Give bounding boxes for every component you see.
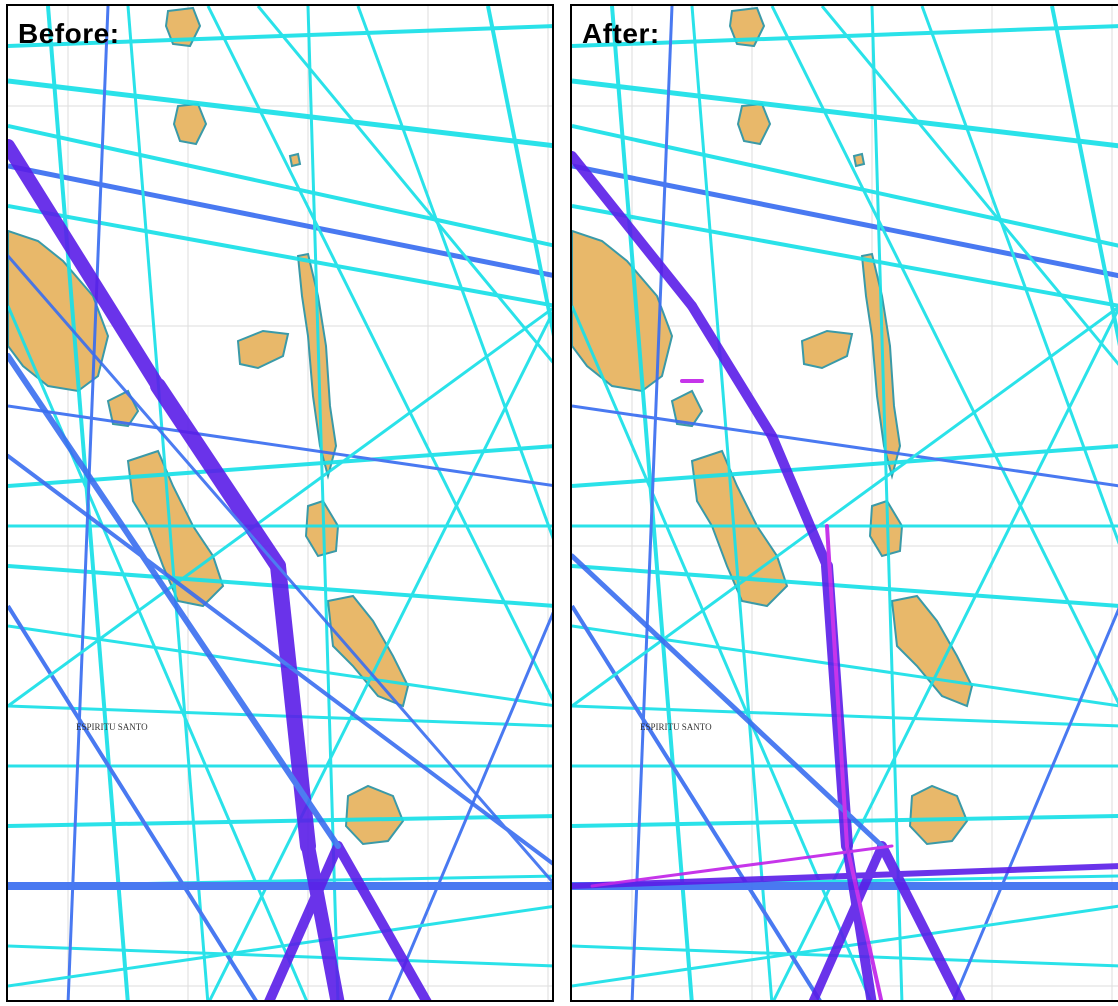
island-north-3 bbox=[852, 152, 866, 168]
main-corridor bbox=[8, 139, 552, 1000]
water-area bbox=[8, 6, 552, 1000]
main-corridor bbox=[572, 151, 1118, 1000]
ship-track bbox=[572, 904, 1118, 988]
islands bbox=[8, 6, 410, 846]
ship-track bbox=[572, 404, 1118, 488]
ship-track bbox=[8, 704, 552, 728]
corridor-track bbox=[590, 844, 894, 888]
corridor-track bbox=[8, 254, 552, 884]
ship-track bbox=[572, 704, 1118, 728]
ship-track bbox=[8, 307, 552, 708]
before-map-canvas bbox=[8, 6, 552, 1000]
island-north-1 bbox=[164, 6, 202, 48]
place-label-after: ESPIRITU SANTO bbox=[640, 722, 712, 732]
ship-tracks bbox=[572, 6, 1118, 1000]
ship-track bbox=[690, 6, 774, 1000]
corridor-track bbox=[150, 378, 286, 574]
corridor-track bbox=[767, 431, 832, 571]
corridor-track bbox=[572, 553, 885, 849]
corridor-track bbox=[301, 839, 345, 1000]
ship-track bbox=[356, 6, 552, 540]
ship-track bbox=[572, 444, 1118, 488]
ship-track bbox=[572, 78, 1118, 149]
island-north-1 bbox=[728, 6, 766, 48]
corridor-track bbox=[264, 841, 343, 1000]
ship-track bbox=[8, 78, 552, 149]
ship-track bbox=[66, 6, 110, 1000]
corridor-track bbox=[845, 844, 884, 1000]
map-background bbox=[8, 6, 552, 1000]
ship-track bbox=[572, 564, 1118, 608]
after-map-panel: After: ESPIRITU SANTO bbox=[570, 4, 1118, 1002]
corridor-track bbox=[8, 139, 165, 393]
island-south bbox=[908, 784, 969, 846]
ship-track bbox=[8, 814, 552, 828]
ship-track bbox=[572, 604, 822, 1000]
island-east-lower bbox=[890, 594, 974, 708]
ship-track bbox=[8, 444, 552, 488]
corridor-track bbox=[687, 301, 777, 441]
corridor-track bbox=[825, 524, 849, 848]
ship-track bbox=[8, 604, 258, 1000]
corridor-track bbox=[572, 151, 697, 311]
island-center-small bbox=[800, 329, 854, 370]
ship-track bbox=[8, 124, 552, 248]
after-map-canvas bbox=[572, 6, 1118, 1000]
ship-track bbox=[256, 6, 552, 364]
ship-track bbox=[1050, 6, 1118, 347]
ship-track bbox=[8, 404, 552, 487]
ship-track bbox=[572, 124, 1118, 248]
ship-track bbox=[572, 944, 1118, 968]
corridor-track bbox=[8, 454, 552, 866]
ship-track bbox=[770, 6, 1118, 706]
ship-track bbox=[8, 944, 552, 968]
island-north-3 bbox=[288, 152, 302, 168]
ship-track bbox=[8, 905, 552, 988]
ship-track bbox=[126, 6, 210, 1000]
island-west-large bbox=[8, 229, 110, 393]
corridor-track bbox=[333, 841, 432, 1000]
island-east-lower bbox=[326, 594, 410, 708]
ship-track bbox=[870, 6, 904, 1000]
ship-track bbox=[920, 6, 1118, 545]
island-west-large bbox=[572, 229, 674, 393]
ship-track bbox=[820, 6, 1118, 366]
islands bbox=[572, 6, 974, 846]
before-map-panel: Before: ESPIRITU SANTO bbox=[6, 4, 554, 1002]
panel-label-after: After: bbox=[582, 18, 660, 49]
ship-track bbox=[486, 6, 552, 337]
island-south bbox=[344, 784, 405, 846]
panel-label-before: Before: bbox=[18, 18, 120, 49]
island-center-small bbox=[236, 329, 290, 370]
corridor-track bbox=[8, 353, 341, 849]
ship-track bbox=[952, 606, 1118, 1000]
corridor-track bbox=[572, 863, 1118, 889]
ship-track bbox=[630, 6, 674, 1000]
place-label-before: ESPIRITU SANTO bbox=[76, 722, 148, 732]
ship-track bbox=[206, 6, 552, 702]
